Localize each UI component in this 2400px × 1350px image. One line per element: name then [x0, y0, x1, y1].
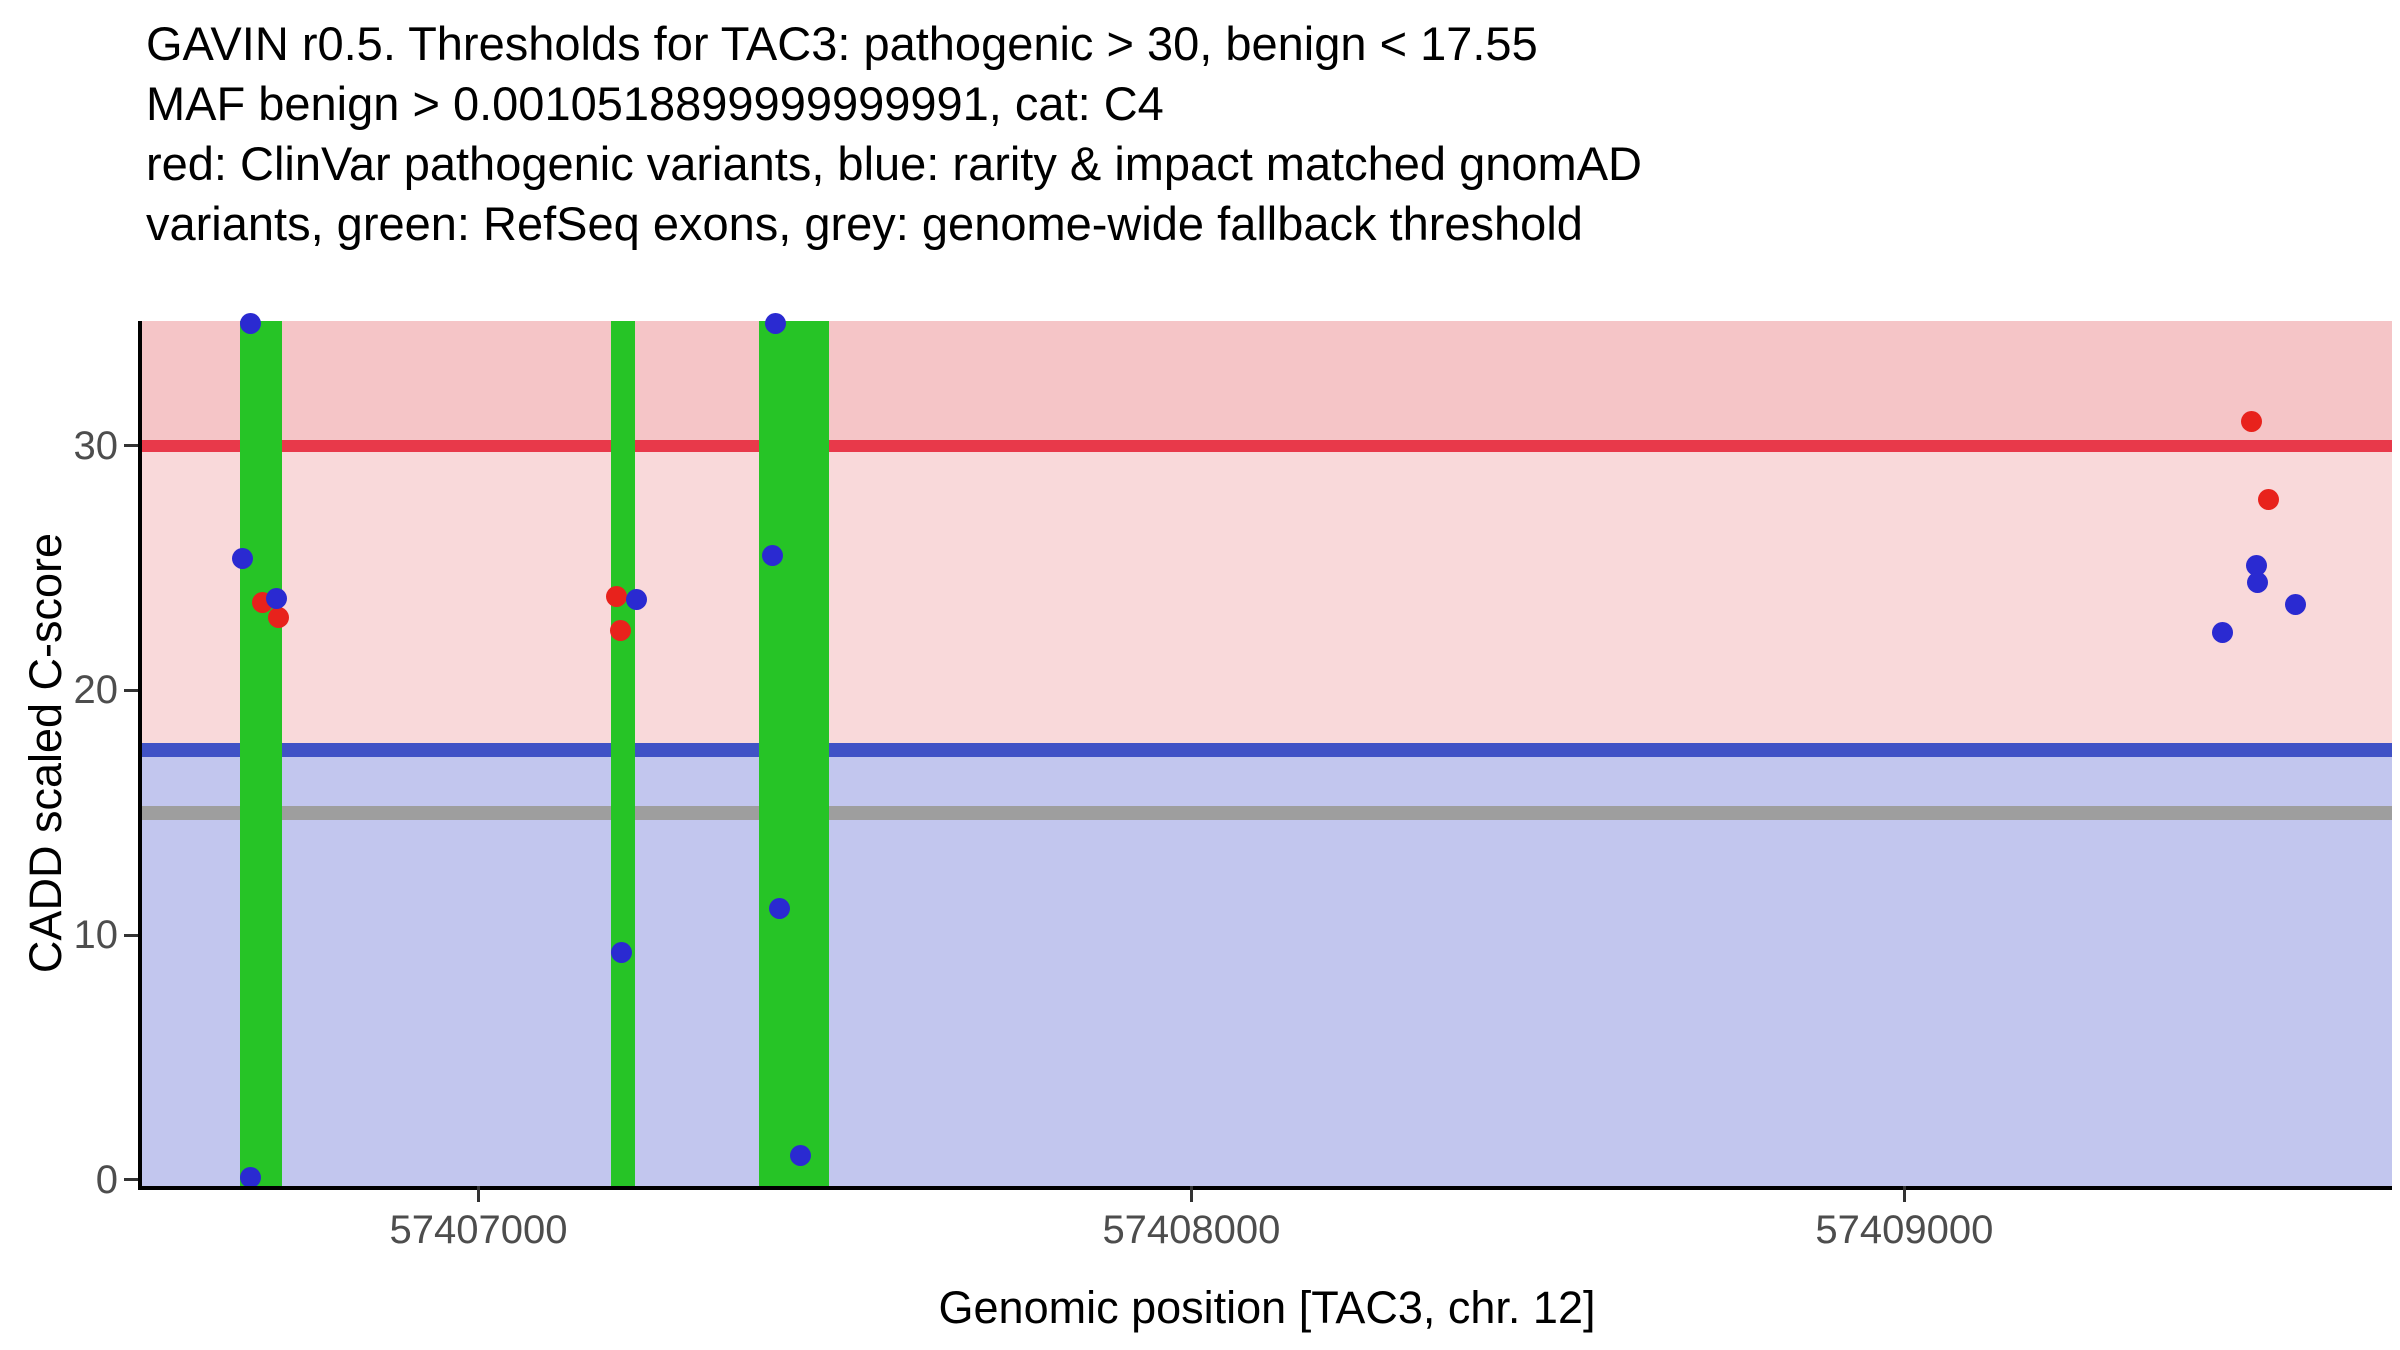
x-tick-mark — [1189, 1186, 1193, 1202]
variant-point-gnomad — [790, 1144, 812, 1166]
y-axis-title: CADD scaled C-score — [20, 532, 71, 974]
variant-point-gnomad — [239, 312, 261, 334]
y-tick-label: 0 — [95, 1157, 118, 1202]
variant-point-gnomad — [2247, 572, 2269, 594]
x-tick-mark — [1902, 1186, 1906, 1202]
variant-point-gnomad — [611, 941, 633, 963]
threshold-line-fallback — [142, 805, 2392, 820]
exon-bar — [611, 321, 635, 1186]
x-tick-label: 57407000 — [389, 1208, 568, 1252]
variant-point-gnomad — [239, 1166, 261, 1188]
variant-point-gnomad — [625, 589, 647, 611]
y-tick-mark — [124, 933, 138, 937]
variant-point-clinvar — [267, 606, 289, 628]
variant-point-clinvar — [609, 620, 631, 642]
y-tick-label: 30 — [73, 423, 119, 468]
y-axis-line — [138, 321, 142, 1190]
variant-point-gnomad — [764, 312, 786, 334]
x-tick-mark — [477, 1186, 480, 1202]
y-tick-mark — [124, 444, 138, 448]
x-axis-title: Genomic position [TAC3, chr. 12] — [938, 1282, 1596, 1333]
variant-point-gnomad — [2284, 594, 2306, 616]
y-tick-mark — [124, 688, 138, 692]
x-tick-label: 57409000 — [1815, 1208, 1994, 1252]
title-line-3: red: ClinVar pathogenic variants, blue: … — [146, 137, 1642, 190]
title-line-2: MAF benign > 0.0010518899999999991, cat:… — [146, 77, 1164, 130]
variant-point-clinvar — [2241, 410, 2263, 432]
title-line-4: variants, green: RefSeq exons, grey: gen… — [146, 197, 1583, 250]
plot-panel — [142, 312, 2392, 1188]
zone-benign — [142, 750, 2392, 1186]
variant-point-gnomad — [2211, 622, 2233, 644]
variant-point-clinvar — [2258, 489, 2280, 511]
variant-point-gnomad — [2246, 555, 2268, 577]
chart-title: GAVIN r0.5. Thresholds for TAC3: pathoge… — [146, 14, 1642, 254]
variant-point-gnomad — [265, 588, 287, 610]
zone-intermediate — [142, 445, 2392, 751]
exon-bar — [239, 321, 283, 1186]
variant-point-gnomad — [762, 545, 784, 567]
x-axis-line — [138, 1186, 2392, 1190]
threshold-line-pathogenic — [142, 439, 2392, 452]
y-tick-mark — [124, 1178, 138, 1182]
variant-point-clinvar — [605, 585, 627, 607]
variant-point-gnomad — [232, 547, 254, 569]
exon-bar — [759, 321, 829, 1186]
x-tick-label: 57408000 — [1102, 1208, 1281, 1252]
variant-point-gnomad — [768, 897, 790, 919]
threshold-line-benign — [142, 743, 2392, 758]
zone-pathogenic — [142, 321, 2392, 446]
title-line-1: GAVIN r0.5. Thresholds for TAC3: pathoge… — [146, 17, 1538, 70]
y-tick-label: 10 — [73, 913, 119, 958]
y-tick-label: 20 — [73, 668, 119, 713]
